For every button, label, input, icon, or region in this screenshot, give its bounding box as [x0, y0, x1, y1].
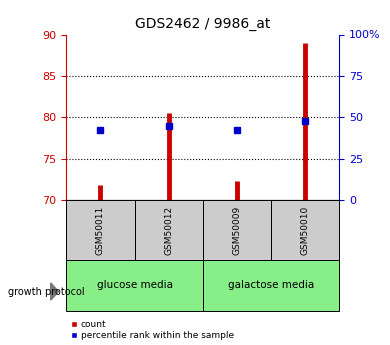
Text: GSM50009: GSM50009 — [232, 206, 241, 255]
Text: GSM50012: GSM50012 — [164, 206, 173, 255]
Title: GDS2462 / 9986_at: GDS2462 / 9986_at — [135, 17, 271, 31]
Bar — [66, 200, 135, 260]
Bar — [203, 260, 339, 310]
Text: glucose media: glucose media — [97, 280, 172, 290]
Text: galactose media: galactose media — [228, 280, 314, 290]
Bar — [271, 200, 339, 260]
Legend: count, percentile rank within the sample: count, percentile rank within the sample — [71, 320, 234, 341]
Bar — [203, 200, 271, 260]
Bar — [135, 200, 203, 260]
Text: GSM50010: GSM50010 — [301, 206, 310, 255]
Text: growth protocol: growth protocol — [8, 287, 84, 296]
Polygon shape — [51, 283, 58, 300]
Bar — [66, 260, 203, 310]
Text: GSM50011: GSM50011 — [96, 206, 105, 255]
